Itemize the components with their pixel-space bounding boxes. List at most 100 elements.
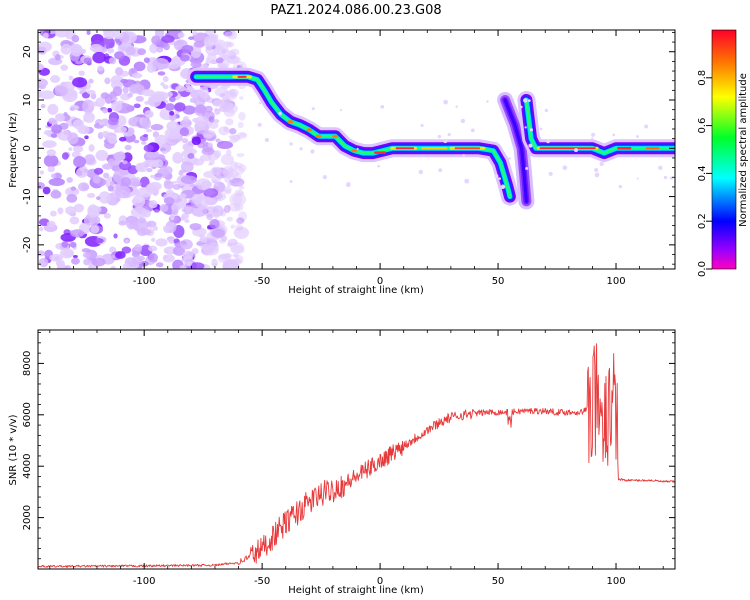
noise-blob <box>55 113 66 122</box>
noise-blob <box>162 84 169 90</box>
noise-blob <box>174 102 186 112</box>
noise-blob <box>203 188 219 198</box>
halo-dot <box>356 147 359 150</box>
noise-blob <box>131 256 143 265</box>
noise-blob <box>162 225 171 232</box>
noise-blob <box>194 195 210 209</box>
noise-blob <box>50 210 57 217</box>
halo-dot <box>258 101 262 105</box>
halo-dot <box>525 166 529 170</box>
noise-blob <box>90 92 97 100</box>
noise-blob <box>207 52 217 61</box>
noise-blob <box>72 145 84 153</box>
spectrogram-xtick-label: -100 <box>133 276 156 287</box>
halo-dot <box>544 108 549 113</box>
second-segment-layer <box>503 98 528 203</box>
noise-blob <box>204 105 213 113</box>
noise-blob <box>236 152 245 158</box>
noise-blob <box>133 103 141 109</box>
noise-blob <box>107 107 113 113</box>
noise-blob <box>50 133 58 138</box>
noise-blob <box>38 62 43 70</box>
halo-dot <box>533 155 536 158</box>
figure-title: PAZ1.2024.086.00.23.G08 <box>270 3 441 18</box>
noise-blob <box>141 141 147 145</box>
noise-blob <box>152 226 158 231</box>
halo-dot <box>494 174 499 179</box>
halo-dot <box>548 171 553 176</box>
noise-blob <box>172 151 184 164</box>
noise-blob <box>141 117 151 130</box>
noise-blob <box>112 96 118 102</box>
noise-blob <box>150 174 155 179</box>
noise-blob <box>71 34 80 43</box>
noise-blob <box>214 182 220 187</box>
halo-dot <box>257 122 262 127</box>
snr-ylabel: SNR (10 * v/v) <box>8 414 19 485</box>
halo-dot <box>289 142 293 146</box>
noise-blob <box>92 175 101 184</box>
noise-blob <box>102 108 109 114</box>
noise-blob <box>230 224 236 229</box>
noise-blob <box>163 43 170 51</box>
noise-blob <box>223 108 236 118</box>
noise-blob <box>237 121 244 129</box>
colorbar-tick-label: 0.4 <box>697 165 708 181</box>
noise-blob <box>95 149 109 162</box>
noise-blob <box>234 203 241 211</box>
noise-blob <box>151 35 161 45</box>
noise-blob <box>131 250 141 258</box>
halo-dot <box>599 161 604 167</box>
noise-blob <box>143 133 149 138</box>
noise-blob <box>115 251 126 259</box>
noise-blob <box>66 193 78 203</box>
noise-blob <box>43 154 59 168</box>
spectrogram-xtick-label: 100 <box>606 276 625 287</box>
noise-blob <box>172 246 186 256</box>
noise-blob <box>122 160 128 165</box>
noise-blob <box>179 193 187 199</box>
noise-blob <box>118 220 127 226</box>
noise-blob <box>134 244 143 252</box>
noise-blob <box>191 31 198 36</box>
noise-blob <box>110 265 117 269</box>
noise-blob <box>232 194 243 205</box>
halo-dot <box>594 167 599 173</box>
noise-blob <box>54 173 63 180</box>
hot-spot <box>315 134 322 138</box>
noise-blob <box>127 92 133 98</box>
noise-blob <box>57 207 64 215</box>
spectrogram-xtick-label: 50 <box>492 276 505 287</box>
noise-blob <box>172 180 178 184</box>
noise-blob <box>209 218 220 229</box>
noise-blob <box>182 250 194 260</box>
noise-blob <box>113 151 124 161</box>
noise-blob <box>163 180 174 190</box>
noise-blob <box>50 190 62 199</box>
noise-blob <box>189 97 197 103</box>
noise-blob <box>203 133 213 139</box>
colorbar: 0.0 0.2 0.4 0.6 0.8 Normalized spectral ampl… <box>697 29 749 277</box>
noise-blob <box>46 149 56 157</box>
noise-blob <box>108 57 117 65</box>
noise-blob <box>157 71 166 76</box>
halo-dot <box>420 123 424 128</box>
noise-blob <box>124 239 129 243</box>
halo-dot <box>527 99 531 103</box>
snr-xtick-label: -100 <box>133 576 156 587</box>
noise-blob <box>127 178 140 187</box>
noise-blob <box>172 193 178 200</box>
noise-blob <box>131 72 143 79</box>
halo-dot <box>310 149 315 154</box>
halo-dot <box>498 177 501 180</box>
snr-xtick-label: 50 <box>492 576 505 587</box>
trace-halo-dots <box>257 98 673 189</box>
noise-blob <box>179 265 187 269</box>
noise-blob <box>91 257 106 267</box>
noise-blob <box>172 183 181 191</box>
noise-blob <box>96 196 101 201</box>
noise-blob <box>227 238 238 246</box>
noise-blob <box>154 134 168 145</box>
noise-blob <box>49 253 64 262</box>
noise-blob <box>38 182 45 190</box>
